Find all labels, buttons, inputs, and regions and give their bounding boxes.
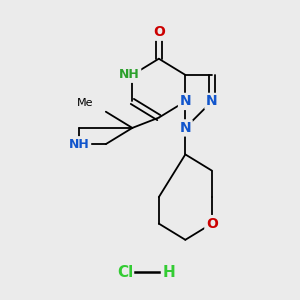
Text: NH: NH xyxy=(119,68,140,81)
Text: Me: Me xyxy=(77,98,94,108)
Text: O: O xyxy=(206,217,218,231)
Text: N: N xyxy=(206,94,218,108)
Text: Cl: Cl xyxy=(117,265,133,280)
Text: N: N xyxy=(179,121,191,135)
Text: H: H xyxy=(163,265,175,280)
Text: N: N xyxy=(179,94,191,108)
Text: NH: NH xyxy=(69,138,90,151)
Text: O: O xyxy=(153,25,165,39)
